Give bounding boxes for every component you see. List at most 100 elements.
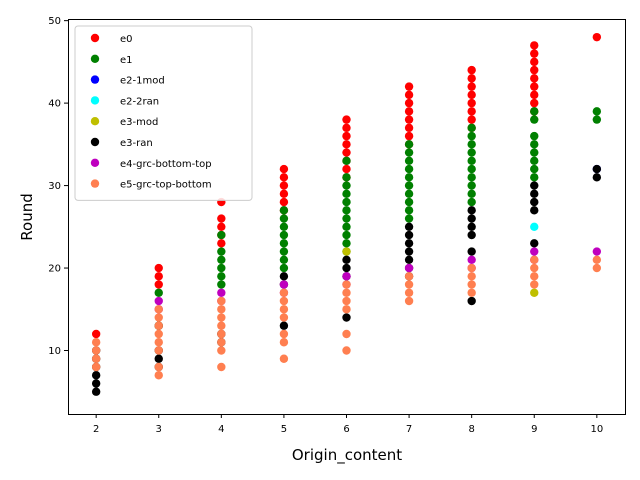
legend-label-e2-1mod: e2-1mod <box>120 76 165 87</box>
y-tick-label-50: 50 <box>48 16 61 27</box>
point-e1-50 <box>530 140 539 149</box>
point-e1-32 <box>404 164 414 174</box>
point-e5-grc-top-bottom-23 <box>279 313 289 322</box>
point-e1-6 <box>217 230 226 240</box>
point-e3-ran-28 <box>467 230 476 240</box>
point-e3-ran-32 <box>530 239 539 248</box>
point-e5-grc-top-bottom-34 <box>404 288 414 297</box>
point-e5-grc-top-bottom-39 <box>467 272 476 281</box>
x-tick-label-4: 4 <box>218 424 224 435</box>
series-e5-grc-top-bottom <box>91 255 602 380</box>
point-e1-36 <box>467 197 476 207</box>
point-e5-grc-top-bottom-4 <box>154 371 163 380</box>
point-e4-grc-bottom-top-12 <box>530 247 539 256</box>
point-e0-25 <box>404 123 414 133</box>
point-e1-0 <box>154 288 163 297</box>
point-e3-ran-35 <box>530 189 539 199</box>
y-axis-label: Round <box>18 193 36 240</box>
point-e5-grc-top-bottom-24 <box>279 305 289 314</box>
y-tick-label-40: 40 <box>48 99 61 110</box>
point-e1-45 <box>467 123 476 133</box>
point-e1-52 <box>530 115 539 124</box>
point-e1-46 <box>530 173 539 182</box>
point-e5-grc-top-bottom-21 <box>279 338 289 347</box>
point-e0-40 <box>530 98 539 108</box>
point-e3-mod-1 <box>342 247 351 256</box>
point-e1-2 <box>217 272 226 281</box>
point-e3-ran-18 <box>342 255 351 264</box>
point-e5-grc-top-bottom-32 <box>342 280 351 289</box>
point-e5-grc-top-bottom-7 <box>154 338 163 347</box>
point-e1-30 <box>404 181 414 190</box>
point-e5-grc-top-bottom-31 <box>342 288 351 297</box>
point-e0-10 <box>279 197 289 207</box>
point-e0-33 <box>467 107 476 116</box>
point-e5-grc-top-bottom-19 <box>217 296 226 306</box>
point-e0-12 <box>279 181 289 190</box>
point-e5-grc-top-bottom-3 <box>91 338 101 347</box>
point-e3-mod-2 <box>530 288 539 297</box>
point-e5-grc-top-bottom-13 <box>217 346 226 355</box>
point-e3-ran-34 <box>530 197 539 207</box>
point-e5-grc-top-bottom-15 <box>217 329 226 339</box>
point-e5-grc-top-bottom-35 <box>404 280 414 289</box>
point-e0-18 <box>342 148 351 157</box>
point-e4-grc-bottom-top-8 <box>404 263 414 273</box>
point-e1-44 <box>467 131 476 141</box>
point-e0-37 <box>467 74 476 83</box>
point-e1-55 <box>592 107 602 116</box>
point-e3-ran-27 <box>467 247 476 256</box>
legend-marker-e0 <box>90 33 100 43</box>
point-e1-4 <box>217 255 226 264</box>
point-e5-grc-top-bottom-14 <box>217 338 226 347</box>
point-e1-28 <box>404 197 414 207</box>
point-e1-41 <box>467 156 476 166</box>
legend-label-e4-grc-bottom-top: e4-grc-bottom-top <box>120 159 212 170</box>
point-e5-grc-top-bottom-41 <box>530 280 539 289</box>
point-e0-41 <box>530 90 539 100</box>
point-e0-0 <box>91 329 101 339</box>
point-e0-29 <box>404 90 414 100</box>
point-e3-ran-21 <box>404 255 414 264</box>
series-e2-2ran <box>530 222 539 232</box>
point-e3-ran-25 <box>404 222 414 232</box>
point-e5-grc-top-bottom-26 <box>279 288 289 297</box>
point-e5-grc-top-bottom-6 <box>154 346 163 355</box>
point-e4-grc-bottom-top-1 <box>154 296 163 306</box>
x-tick-label-8: 8 <box>468 424 474 435</box>
point-e0-24 <box>404 131 414 141</box>
point-e1-42 <box>467 148 476 157</box>
point-e5-grc-top-bottom-12 <box>217 362 226 372</box>
point-e0-46 <box>530 49 539 58</box>
point-e1-25 <box>342 156 351 166</box>
point-e1-31 <box>404 173 414 182</box>
point-e5-grc-top-bottom-38 <box>467 280 476 289</box>
point-e0-43 <box>530 74 539 83</box>
legend-marker-e1 <box>90 54 100 63</box>
legend-label-e0: e0 <box>120 34 133 45</box>
legend-marker-e4-grc-bottom-top <box>90 158 100 167</box>
x-tick-label-5: 5 <box>281 424 287 435</box>
point-e0-2 <box>154 272 163 281</box>
point-e5-grc-top-bottom-20 <box>279 354 289 363</box>
legend-label-e2-2ran: e2-2ran <box>120 96 159 107</box>
point-e3-ran-22 <box>404 247 414 256</box>
point-e1-20 <box>342 206 351 215</box>
point-e1-38 <box>467 181 476 190</box>
point-e5-grc-top-bottom-37 <box>467 288 476 297</box>
point-e4-grc-bottom-top-3 <box>217 288 226 297</box>
x-tick-label-10: 10 <box>590 424 603 435</box>
point-e3-ran-14 <box>279 272 289 281</box>
point-e1-40 <box>467 164 476 174</box>
point-e4-grc-bottom-top-7 <box>342 272 351 281</box>
point-e3-ran-0 <box>91 387 101 396</box>
y-tick-label-30: 30 <box>48 181 61 192</box>
point-e0-30 <box>404 82 414 91</box>
point-e0-4 <box>217 239 226 248</box>
legend-label-e3-ran: e3-ran <box>120 138 153 149</box>
point-e5-grc-top-bottom-8 <box>154 329 163 339</box>
point-e0-16 <box>342 164 351 174</box>
point-e3-ran-33 <box>530 206 539 215</box>
point-e5-grc-top-bottom-44 <box>530 255 539 264</box>
